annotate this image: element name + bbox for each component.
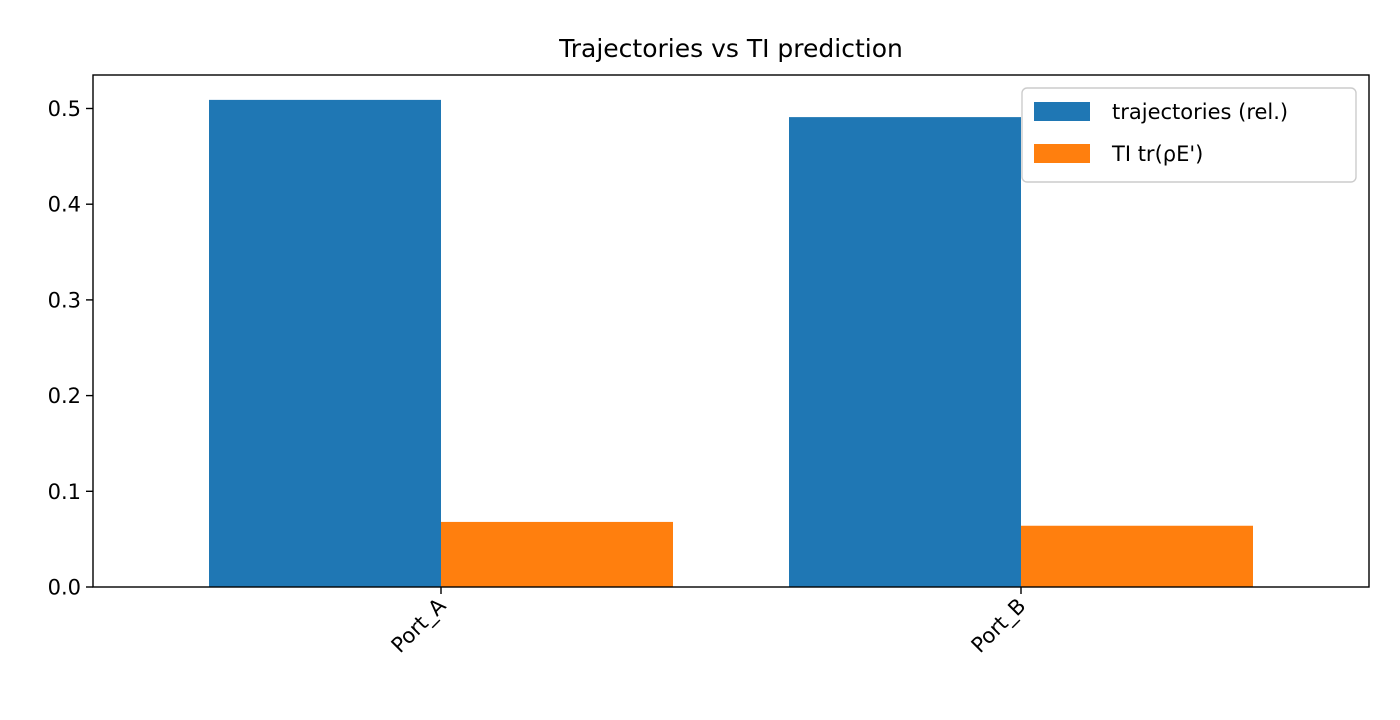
chart-title: Trajectories vs TI prediction — [558, 34, 903, 63]
bars-layer — [209, 99, 1253, 588]
legend-swatch — [1034, 144, 1090, 163]
plot-frame — [92, 74, 1370, 588]
bar-Port_A-series-1 — [209, 99, 441, 587]
y-tick-label: 0.2 — [48, 384, 81, 408]
legend-label: TI tr(ρE') — [1111, 142, 1203, 166]
legend-box — [1021, 87, 1357, 183]
y-tick-label: 0.5 — [48, 97, 81, 121]
y-tick-label: 0.1 — [48, 480, 81, 504]
y-tick-label: 0.0 — [48, 576, 81, 600]
bar-Port_B-series-2 — [1021, 525, 1253, 587]
bar-Port_B-series-1 — [789, 117, 1021, 588]
legend-swatch — [1034, 102, 1090, 121]
bar-Port_A-series-2 — [441, 521, 673, 587]
legend-label: trajectories (rel.) — [1112, 100, 1288, 124]
legend: trajectories (rel.) TI tr(ρE') — [1021, 87, 1357, 183]
x-axis: Port_A Port_B — [387, 587, 1032, 659]
x-tick-label: Port_A — [387, 593, 452, 658]
y-tick-label: 0.3 — [48, 288, 81, 312]
y-tick-label: 0.4 — [48, 193, 81, 217]
x-tick-label: Port_B — [967, 594, 1032, 659]
y-axis: 0.0 0.1 0.2 0.3 0.4 0.5 — [48, 97, 93, 600]
